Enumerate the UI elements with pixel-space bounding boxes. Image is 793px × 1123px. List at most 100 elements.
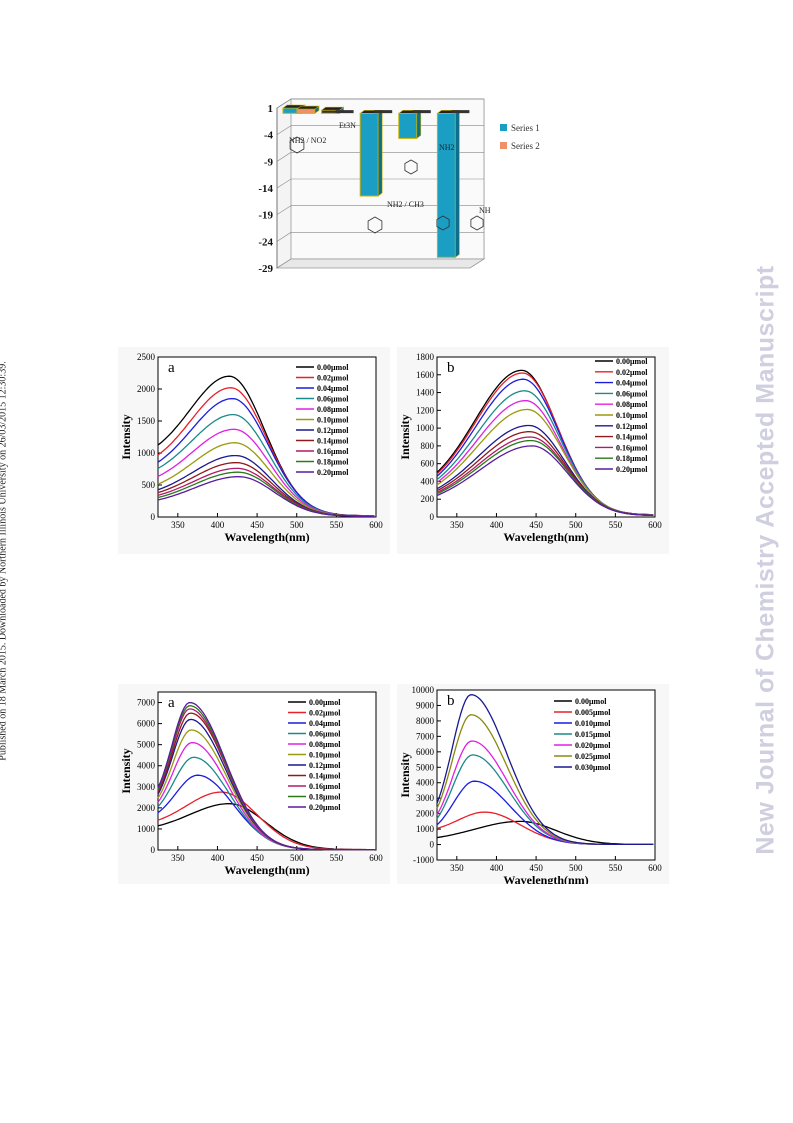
legend-label: 0.00μmol: [317, 363, 349, 372]
x-axis-label: Wavelength(nm): [503, 530, 588, 544]
x-tick-label: 500: [569, 520, 583, 530]
y-tick-label: 0: [151, 845, 156, 855]
legend-label: 0.14μmol: [317, 437, 349, 446]
y-tick-label: 200: [421, 494, 435, 504]
bar-series1-4-side: [455, 109, 460, 258]
y-tick-label: -29: [258, 263, 273, 275]
bar-series1-3-side: [416, 109, 422, 140]
bar-series2-1: [335, 110, 354, 114]
x-tick-label: 450: [529, 863, 543, 873]
legend-label: 0.04μmol: [317, 384, 349, 393]
x-tick-label: 600: [369, 853, 383, 863]
x-tick-label: 550: [609, 520, 623, 530]
y-tick-label: 1000: [416, 423, 435, 433]
y-axis-label: Intensity: [119, 414, 133, 459]
y-tick-label: 0: [151, 512, 156, 522]
legend-label: 0.10μmol: [317, 416, 349, 425]
category-label: NH2 / NO2: [289, 136, 326, 145]
gridline: [276, 178, 484, 189]
category-label: NH: [479, 206, 491, 215]
spectra-panel-3b: 350 400 450 500 550 600 -1000 0 1000 2000 3000 4000…: [397, 684, 669, 884]
x-tick-label: 400: [490, 863, 504, 873]
spectra-panel-2a: 350 400 450 500 550 600 0 500 1000 1500 2000 2500 Wa…: [118, 347, 390, 554]
journal-watermark-text: New Journal of Chemistry Accepted Manusc…: [751, 265, 780, 855]
legend-label: 0.14μmol: [309, 772, 341, 781]
bar-series2-2: [374, 110, 393, 114]
chart-floor: [275, 258, 486, 269]
spectra-chart-2b: 350 400 450 500 550 600 0 200 400 600 800 1000 1200 1…: [397, 347, 669, 554]
x-axis-label: Wavelength(nm): [503, 873, 588, 884]
gridline: [276, 152, 484, 162]
category-label: NH2: [439, 143, 455, 152]
x-tick-label: 600: [369, 520, 383, 530]
panel-label: b: [447, 693, 455, 709]
legend-label: Series 1: [511, 123, 540, 133]
x-tick-label: 450: [250, 853, 264, 863]
legend-label: 0.04μmol: [616, 379, 648, 388]
y-tick-label: 3000: [416, 793, 435, 803]
x-axis-label: Wavelength(nm): [224, 863, 309, 877]
legend-label: 0.06μmol: [616, 389, 648, 398]
plot-frame: [436, 356, 656, 518]
y-tick-label: 1000: [137, 448, 156, 458]
y-tick-label: 8000: [416, 716, 435, 726]
legend-label: 0.00μmol: [575, 697, 607, 706]
y-tick-label: 800: [421, 441, 435, 451]
legend-label: 0.10μmol: [616, 411, 648, 420]
y-tick-label: 1200: [416, 405, 435, 415]
gridline: [276, 232, 484, 242]
y-tick-label: -19: [258, 210, 273, 222]
x-tick-label: 550: [330, 520, 344, 530]
legend-label: 0.14μmol: [616, 433, 648, 442]
y-axis-label: Intensity: [398, 752, 412, 797]
legend-swatch: [500, 142, 507, 149]
publication-note-text: Published on 18 March 2015. Downloaded b…: [0, 361, 9, 761]
legend-label: 0.18μmol: [616, 454, 648, 463]
legend-label: 0.06μmol: [309, 730, 341, 739]
bar-series2-3: [412, 110, 431, 114]
gridline: [276, 98, 484, 109]
y-tick-label: 0: [430, 512, 435, 522]
legend-swatch: [500, 124, 507, 131]
y-tick-label: -14: [258, 183, 273, 195]
y-tick-label: 1400: [416, 388, 435, 398]
legend-label: 0.06μmol: [317, 395, 349, 404]
bar-series2-4: [451, 110, 470, 114]
benzene-ring: [436, 215, 450, 231]
plot-frame: [157, 691, 377, 851]
legend-label: 0.02μmol: [616, 368, 648, 377]
y-tick-label: 1: [268, 103, 274, 115]
y-tick-label: -24: [258, 236, 273, 248]
legend-label: 0.16μmol: [616, 443, 648, 452]
y-tick-label: -9: [264, 156, 274, 168]
spectrum-line: [436, 445, 654, 517]
legend-label: 0.08μmol: [616, 400, 648, 409]
y-tick-label: 1600: [416, 370, 435, 380]
y-tick-label: 4000: [137, 761, 156, 771]
x-tick-label: 550: [330, 853, 344, 863]
bar-series1-1: [320, 106, 345, 114]
y-tick-label: 5000: [137, 740, 156, 750]
y-tick-label: 1000: [416, 824, 435, 834]
x-tick-label: 400: [211, 520, 225, 530]
legend-label: 0.02μmol: [317, 374, 349, 383]
y-tick-label: 0: [430, 840, 435, 850]
legend-label: 0.18μmol: [317, 458, 349, 467]
x-tick-label: 350: [171, 520, 185, 530]
x-tick-label: 350: [171, 853, 185, 863]
y-tick-label: 5000: [416, 762, 435, 772]
y-tick-label: 1000: [137, 824, 156, 834]
legend-label: 0.015μmol: [575, 730, 611, 739]
x-tick-label: 550: [609, 863, 623, 873]
y-tick-label: 2000: [416, 809, 435, 819]
x-tick-label: 400: [211, 853, 225, 863]
legend-label: 0.10μmol: [309, 751, 341, 760]
x-tick-label: 450: [529, 520, 543, 530]
bar-series2-0-top: [296, 105, 320, 110]
x-axis-label: Wavelength(nm): [224, 530, 309, 544]
y-tick-label: -1000: [413, 855, 434, 865]
bar-series2-0: [296, 105, 320, 114]
panel-label: a: [168, 695, 175, 711]
bar-chart-figure: 1 -4 -9 -14 -19 -24 -29 NH2 / NO2 Et3N NH2 / CH3 N…: [255, 95, 555, 280]
x-tick-label: 500: [569, 863, 583, 873]
